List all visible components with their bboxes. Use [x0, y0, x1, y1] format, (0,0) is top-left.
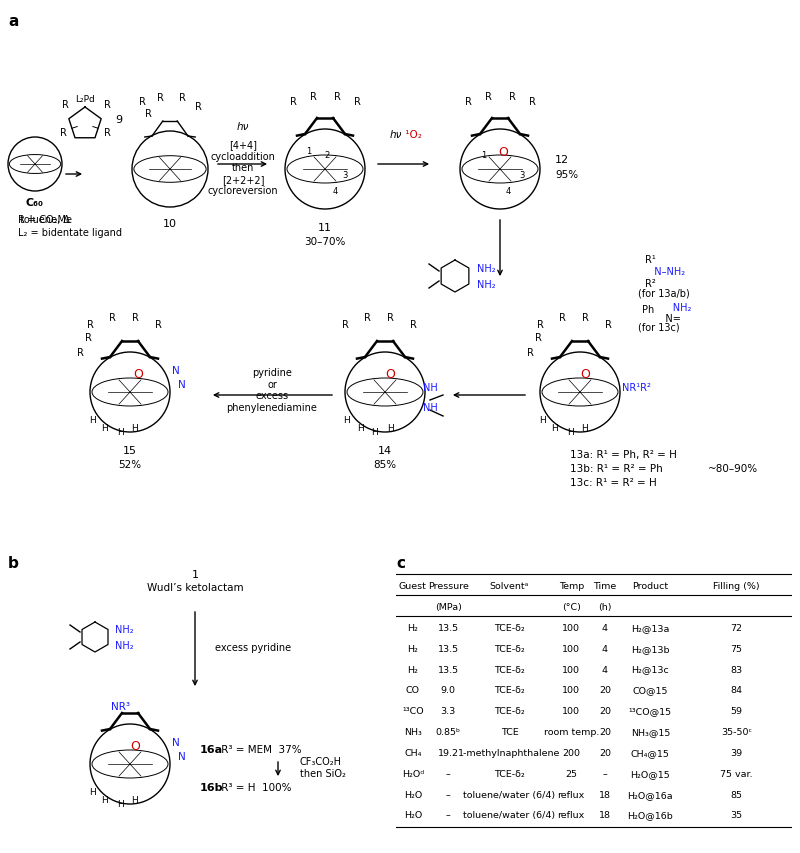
Text: TCE-δ₂: TCE-δ₂	[494, 706, 525, 716]
Text: H: H	[582, 424, 588, 433]
Text: 83: 83	[730, 664, 742, 674]
Text: 35-50ᶜ: 35-50ᶜ	[721, 728, 752, 736]
Text: 200: 200	[562, 748, 580, 757]
Text: 85: 85	[730, 790, 742, 798]
Text: O: O	[498, 145, 508, 159]
Text: pyridine
or
excess
phenylenediamine: pyridine or excess phenylenediamine	[226, 368, 318, 412]
Text: [4+4]
cycloaddition
then
[2+2+2]
cycloreversion: [4+4] cycloaddition then [2+2+2] cyclore…	[208, 140, 278, 196]
Text: 84: 84	[730, 686, 742, 694]
Text: (MPa): (MPa)	[434, 602, 462, 612]
Text: 15: 15	[123, 445, 137, 456]
Text: R: R	[537, 320, 543, 329]
Text: O: O	[580, 368, 590, 381]
Text: R: R	[342, 320, 349, 329]
Text: 13c: R¹ = R² = H: 13c: R¹ = R² = H	[570, 478, 657, 487]
Text: 12: 12	[555, 154, 569, 165]
Text: R: R	[485, 92, 491, 102]
Text: NR³: NR³	[110, 701, 130, 711]
Text: N=: N=	[656, 314, 681, 323]
Text: NH₃@15: NH₃@15	[630, 728, 670, 736]
Text: 16a: 16a	[200, 744, 223, 754]
Text: 20: 20	[599, 686, 611, 694]
Text: O: O	[385, 368, 395, 381]
Text: 13.5: 13.5	[438, 644, 458, 653]
Text: H: H	[344, 416, 350, 425]
Text: Time: Time	[594, 582, 617, 590]
Text: NH₂: NH₂	[115, 624, 134, 635]
Text: 1: 1	[191, 569, 198, 579]
Text: 100: 100	[562, 644, 580, 653]
Text: 13.5: 13.5	[438, 624, 458, 632]
Text: NH₂: NH₂	[654, 303, 691, 313]
Text: 2: 2	[324, 150, 330, 160]
Text: H₂: H₂	[407, 664, 418, 674]
Text: Temp: Temp	[558, 582, 584, 590]
Text: 52%: 52%	[118, 460, 142, 469]
Text: Filling (%): Filling (%)	[714, 582, 760, 590]
Text: 39: 39	[730, 748, 742, 757]
Text: reflux: reflux	[558, 790, 585, 798]
Text: 9.0: 9.0	[441, 686, 455, 694]
Text: 1-methylnaphthalene: 1-methylnaphthalene	[458, 748, 561, 757]
Text: 10: 10	[163, 218, 177, 229]
Text: R: R	[529, 97, 535, 107]
Text: H₂O: H₂O	[404, 790, 422, 798]
Text: room temp.: room temp.	[543, 728, 599, 736]
Text: ¹³CO@15: ¹³CO@15	[629, 706, 672, 716]
Text: H₂: H₂	[407, 624, 418, 632]
Text: R: R	[194, 102, 202, 112]
Text: (for 13a/b): (for 13a/b)	[638, 288, 690, 299]
Text: R: R	[157, 93, 163, 103]
Text: excess pyridine: excess pyridine	[215, 642, 291, 653]
Text: R: R	[290, 97, 297, 107]
Text: 59: 59	[730, 706, 742, 716]
Text: R: R	[103, 100, 110, 110]
Text: H: H	[89, 416, 95, 425]
Text: R: R	[558, 313, 566, 322]
Text: R: R	[138, 97, 146, 107]
Text: 4: 4	[602, 624, 608, 632]
Text: C₆₀: C₆₀	[26, 198, 44, 208]
Text: H: H	[386, 424, 394, 433]
Text: R³ = MEM  37%: R³ = MEM 37%	[218, 744, 302, 754]
Text: ¹O₂: ¹O₂	[402, 130, 422, 140]
Text: L₂ = bidentate ligand: L₂ = bidentate ligand	[18, 228, 122, 238]
Text: H₂@13c: H₂@13c	[631, 664, 670, 674]
Text: R³ = H  100%: R³ = H 100%	[218, 782, 291, 792]
Text: 100: 100	[562, 664, 580, 674]
Text: H: H	[566, 428, 574, 437]
Text: R: R	[103, 128, 110, 138]
Text: H₂O: H₂O	[404, 810, 422, 820]
Text: TCE-δ₂: TCE-δ₂	[494, 644, 525, 653]
Text: H: H	[357, 424, 363, 433]
Text: R: R	[145, 109, 151, 119]
Text: R²: R²	[645, 279, 656, 288]
Text: 75: 75	[730, 644, 742, 653]
Text: 3.3: 3.3	[441, 706, 456, 716]
Text: 100: 100	[562, 624, 580, 632]
Text: R: R	[86, 320, 94, 329]
Text: R: R	[85, 333, 91, 343]
Text: H: H	[132, 424, 138, 433]
Text: N: N	[178, 380, 186, 390]
Text: 4: 4	[602, 644, 608, 653]
Text: CO: CO	[406, 686, 420, 694]
Text: NH: NH	[423, 403, 438, 413]
Text: 100: 100	[562, 706, 580, 716]
Text: 13b: R¹ = R² = Ph: 13b: R¹ = R² = Ph	[570, 463, 662, 473]
Text: R: R	[109, 313, 115, 322]
Text: H: H	[102, 424, 108, 433]
Text: 1: 1	[306, 148, 312, 156]
Text: 4: 4	[506, 188, 510, 196]
Text: 75 var.: 75 var.	[720, 769, 753, 778]
Text: R: R	[509, 92, 515, 102]
Text: H₂@13b: H₂@13b	[631, 644, 670, 653]
Text: Product: Product	[632, 582, 669, 590]
Text: TCE-δ₂: TCE-δ₂	[494, 686, 525, 694]
Text: 85%: 85%	[374, 460, 397, 469]
Text: R: R	[131, 313, 138, 322]
Text: H: H	[552, 424, 558, 433]
Text: NH₂: NH₂	[477, 264, 496, 274]
Text: CH₄: CH₄	[404, 748, 422, 757]
Text: NR¹R²: NR¹R²	[622, 382, 651, 392]
